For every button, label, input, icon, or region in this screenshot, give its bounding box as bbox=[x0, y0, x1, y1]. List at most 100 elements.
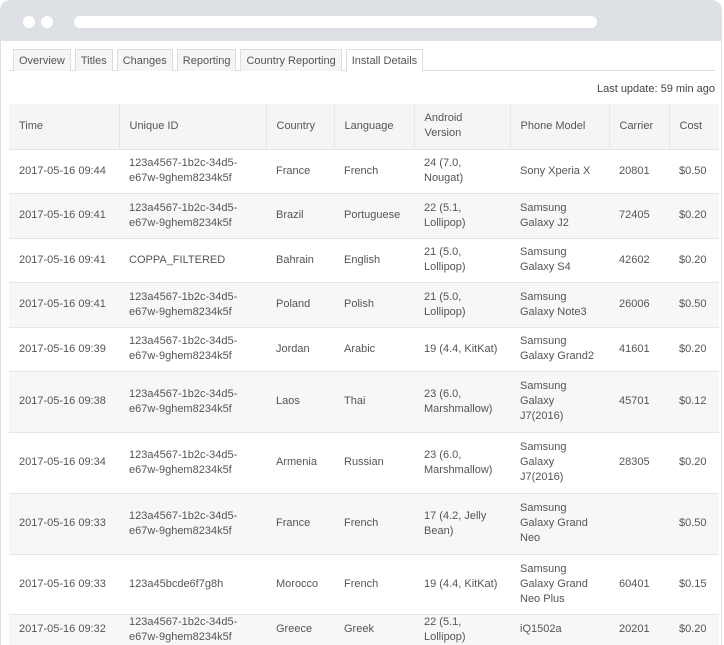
cell-cost: $0.50 bbox=[669, 149, 719, 194]
cell-unique-id: 123a4567-1b2c-34d5-e67w-9ghem8234k5f bbox=[119, 614, 266, 645]
last-update: Last update: 59 min ago bbox=[596, 83, 715, 95]
cell-phone-model: Samsung Galaxy J7(2016) bbox=[510, 432, 609, 494]
cell-android-version: 23 (6.0, Marshmallow) bbox=[414, 371, 510, 433]
cell-android-version: 22 (5.1, Lollipop) bbox=[414, 193, 510, 239]
cell-country: France bbox=[266, 493, 334, 555]
cell-language: Arabic bbox=[334, 327, 414, 372]
cell-phone-model: iQ1502a bbox=[510, 614, 609, 645]
cell-unique-id: COPPA_FILTERED bbox=[119, 238, 266, 283]
cell-phone-model: Samsung Galaxy Grand Neo bbox=[510, 493, 609, 555]
tab-install-details[interactable]: Install Details bbox=[345, 49, 424, 72]
cell-unique-id: 123a4567-1b2c-34d5-e67w-9ghem8234k5f bbox=[119, 327, 266, 372]
cell-cost: $0.12 bbox=[669, 371, 719, 433]
cell-language: French bbox=[334, 149, 414, 194]
cell-android-version: 24 (7.0, Nougat) bbox=[414, 149, 510, 194]
table-header: Time Unique ID Country Language Android Vers… bbox=[9, 104, 719, 150]
cell-carrier: 20201 bbox=[609, 614, 669, 645]
cell-time: 2017-05-16 09:41 bbox=[9, 282, 119, 328]
cell-unique-id: 123a4567-1b2c-34d5-e67w-9ghem8234k5f bbox=[119, 493, 266, 555]
cell-country: France bbox=[266, 149, 334, 194]
window-dot-icon bbox=[23, 16, 35, 28]
cell-time: 2017-05-16 09:32 bbox=[9, 614, 119, 645]
cell-language: Polish bbox=[334, 282, 414, 328]
cell-language: French bbox=[334, 493, 414, 555]
cell-carrier: 41601 bbox=[609, 327, 669, 372]
window-dot-icon bbox=[41, 16, 53, 28]
cell-country: Greece bbox=[266, 614, 334, 645]
cell-carrier: 20801 bbox=[609, 149, 669, 194]
cell-cost: $0.50 bbox=[669, 493, 719, 555]
column-header-country[interactable]: Country bbox=[266, 104, 335, 150]
address-bar[interactable] bbox=[74, 16, 597, 28]
cell-cost: $0.50 bbox=[669, 282, 719, 328]
column-header-time[interactable]: Time bbox=[9, 104, 120, 150]
cell-unique-id: 123a4567-1b2c-34d5-e67w-9ghem8234k5f bbox=[119, 371, 266, 433]
cell-time: 2017-05-16 09:34 bbox=[9, 432, 119, 494]
cell-country: Bahrain bbox=[266, 238, 334, 283]
cell-carrier: 28305 bbox=[609, 432, 669, 494]
tab-country-reporting[interactable]: Country Reporting bbox=[240, 49, 342, 71]
column-header-cost[interactable]: Cost bbox=[669, 104, 719, 150]
cell-phone-model: Samsung Galaxy Note3 bbox=[510, 282, 609, 328]
column-header-carrier[interactable]: Carrier bbox=[609, 104, 670, 150]
cell-carrier: 42602 bbox=[609, 238, 669, 283]
cell-phone-model: Samsung Galaxy S4 bbox=[510, 238, 609, 283]
cell-time: 2017-05-16 09:41 bbox=[9, 238, 119, 283]
tab-changes[interactable]: Changes bbox=[116, 49, 173, 71]
table-row: 2017-05-16 09:32 123a4567-1b2c-34d5-e67w-… bbox=[9, 614, 719, 645]
tab-bar: Overview Titles Changes Reporting Country Re… bbox=[9, 49, 715, 72]
cell-phone-model: Sony Xperia X bbox=[510, 149, 609, 194]
cell-carrier: 45701 bbox=[609, 371, 669, 433]
install-details-table: Time Unique ID Country Language Android Vers… bbox=[9, 104, 719, 645]
cell-language: Greek bbox=[334, 614, 414, 645]
cell-phone-model: Samsung Galaxy Grand Neo Plus bbox=[510, 554, 609, 615]
cell-cost: $0.20 bbox=[669, 614, 719, 645]
cell-android-version: 21 (5.0, Lollipop) bbox=[414, 238, 510, 283]
cell-android-version: 21 (5.0, Lollipop) bbox=[414, 282, 510, 328]
column-header-unique-id[interactable]: Unique ID bbox=[119, 104, 267, 150]
column-header-language[interactable]: Language bbox=[334, 104, 415, 150]
cell-country: Poland bbox=[266, 282, 334, 328]
cell-time: 2017-05-16 09:39 bbox=[9, 327, 119, 372]
cell-phone-model: Samsung Galaxy J2 bbox=[510, 193, 609, 239]
cell-country: Laos bbox=[266, 371, 334, 433]
column-header-phone-model[interactable]: Phone Model bbox=[510, 104, 610, 150]
cell-unique-id: 123a45bcde6f7g8h bbox=[119, 554, 266, 615]
cell-language: Portuguese bbox=[334, 193, 414, 239]
cell-carrier bbox=[609, 493, 669, 555]
cell-carrier: 72405 bbox=[609, 193, 669, 239]
cell-unique-id: 123a4567-1b2c-34d5-e67w-9ghem8234k5f bbox=[119, 149, 266, 194]
table-row: 2017-05-16 09:44 123a4567-1b2c-34d5-e67w-… bbox=[9, 149, 719, 194]
cell-time: 2017-05-16 09:38 bbox=[9, 371, 119, 433]
cell-country: Armenia bbox=[266, 432, 334, 494]
cell-time: 2017-05-16 09:41 bbox=[9, 193, 119, 239]
tab-titles[interactable]: Titles bbox=[74, 49, 113, 71]
table-row: 2017-05-16 09:41 123a4567-1b2c-34d5-e67w-… bbox=[9, 282, 719, 328]
table-row: 2017-05-16 09:41 123a4567-1b2c-34d5-e67w-… bbox=[9, 193, 719, 239]
cell-country: Jordan bbox=[266, 327, 334, 372]
table-row: 2017-05-16 09:38 123a4567-1b2c-34d5-e67w-… bbox=[9, 371, 719, 433]
cell-cost: $0.20 bbox=[669, 193, 719, 239]
cell-android-version: 19 (4.4, KitKat) bbox=[414, 327, 510, 372]
cell-android-version: 19 (4.4, KitKat) bbox=[414, 554, 510, 615]
cell-language: Thai bbox=[334, 371, 414, 433]
cell-country: Morocco bbox=[266, 554, 334, 615]
column-header-android-version[interactable]: Android Version bbox=[414, 104, 511, 150]
cell-cost: $0.20 bbox=[669, 432, 719, 494]
cell-phone-model: Samsung Galaxy J7(2016) bbox=[510, 371, 609, 433]
tab-overview[interactable]: Overview bbox=[13, 49, 71, 71]
table-row: 2017-05-16 09:34 123a4567-1b2c-34d5-e67w-… bbox=[9, 432, 719, 494]
table-row: 2017-05-16 09:39 123a4567-1b2c-34d5-e67w-… bbox=[9, 327, 719, 372]
cell-carrier: 60401 bbox=[609, 554, 669, 615]
cell-unique-id: 123a4567-1b2c-34d5-e67w-9ghem8234k5f bbox=[119, 282, 266, 328]
cell-language: Russian bbox=[334, 432, 414, 494]
cell-language: English bbox=[334, 238, 414, 283]
cell-time: 2017-05-16 09:44 bbox=[9, 149, 119, 194]
table-row: 2017-05-16 09:41 COPPA_FILTERED Bahrain Eng… bbox=[9, 238, 719, 283]
cell-phone-model: Samsung Galaxy Grand2 bbox=[510, 327, 609, 372]
tab-reporting[interactable]: Reporting bbox=[176, 49, 237, 71]
cell-time: 2017-05-16 09:33 bbox=[9, 554, 119, 615]
title-bar bbox=[1, 1, 721, 41]
cell-carrier: 26006 bbox=[609, 282, 669, 328]
